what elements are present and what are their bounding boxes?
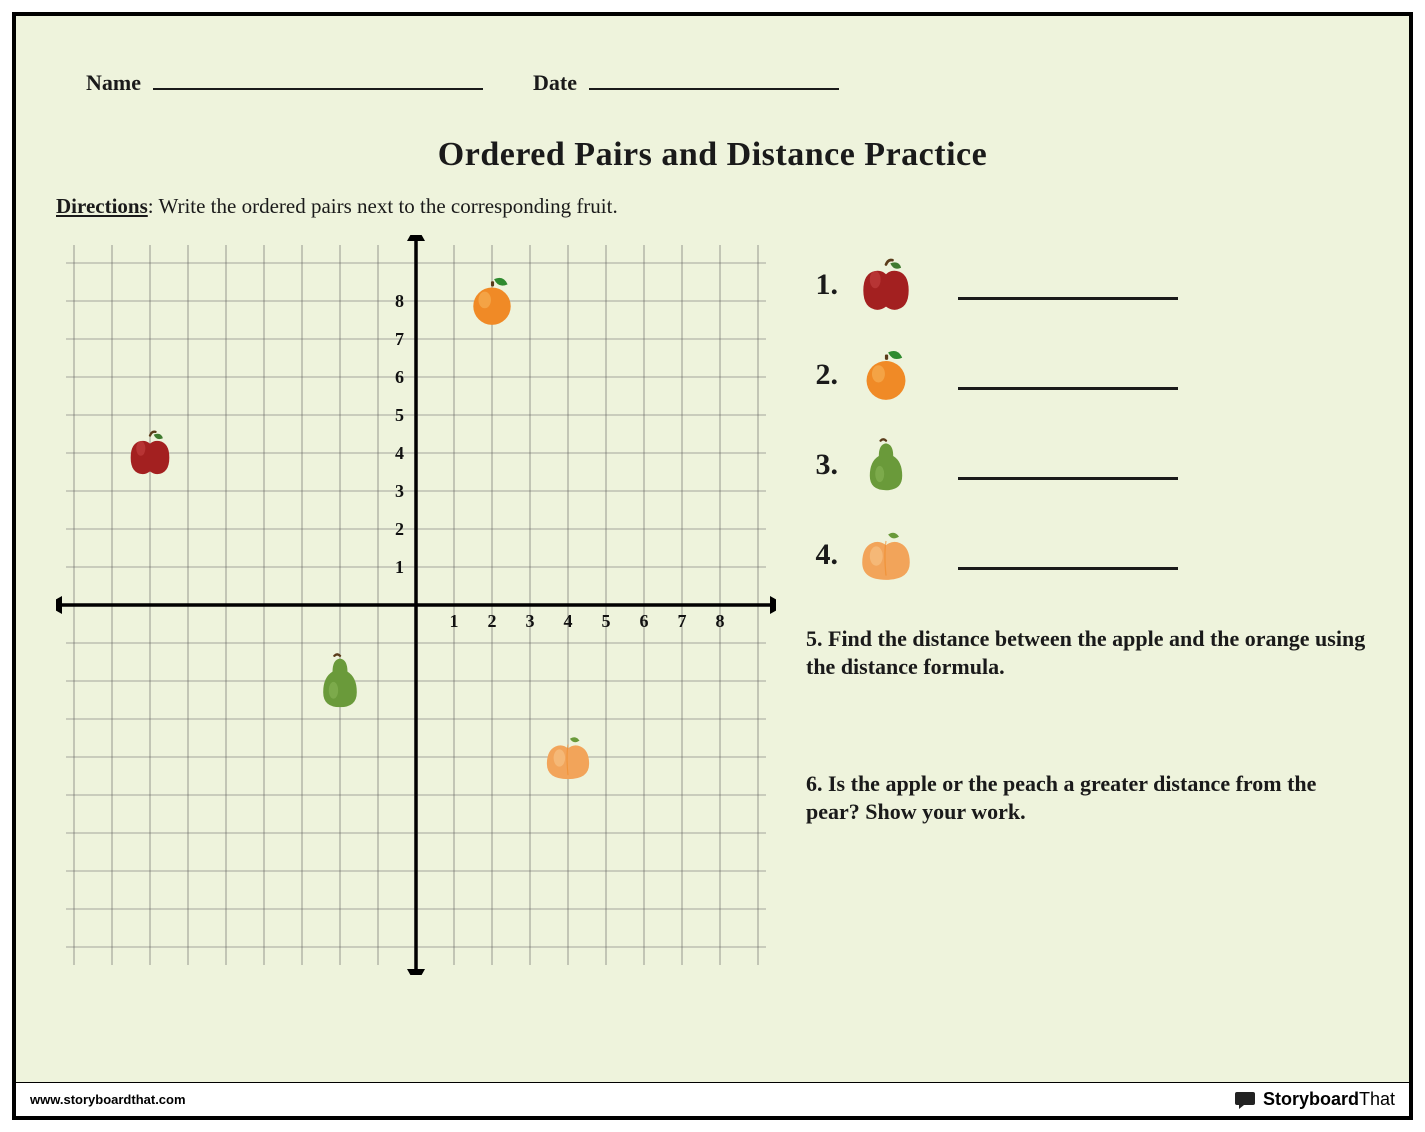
worksheet-frame: Name Date Ordered Pairs and Distance Pra… (12, 12, 1413, 1120)
grid-svg: 1 2 3 4 5 6 7 8 1 2 3 4 5 6 7 8 (56, 235, 776, 975)
footer: www.storyboardthat.com StoryboardThat (16, 1082, 1409, 1116)
answer-number: 1. (806, 268, 838, 302)
svg-text:1: 1 (450, 611, 459, 631)
directions-label: Directions (56, 194, 148, 218)
speech-bubble-icon (1235, 1090, 1257, 1110)
svg-text:2: 2 (395, 519, 404, 539)
orange-icon (466, 275, 518, 327)
pear-icon (312, 653, 368, 709)
svg-text:1: 1 (395, 557, 404, 577)
directions: Directions: Write the ordered pairs next… (16, 174, 1409, 219)
answer-number: 2. (806, 358, 838, 392)
apple-icon-slot (856, 255, 916, 315)
page-title: Ordered Pairs and Distance Practice (16, 136, 1409, 174)
peach-on-graph (544, 733, 592, 786)
answer-row-orange: 2. (806, 345, 1369, 405)
peach-icon-slot (856, 525, 916, 585)
answer-number: 4. (806, 538, 838, 572)
apple-icon (127, 430, 173, 476)
orange-on-graph (466, 275, 518, 332)
svg-text:7: 7 (678, 611, 687, 631)
date-label: Date (533, 70, 577, 96)
answer-number: 3. (806, 448, 838, 482)
answer-row-peach: 4. (806, 525, 1369, 585)
svg-text:7: 7 (395, 329, 404, 349)
svg-text:3: 3 (526, 611, 535, 631)
svg-text:6: 6 (640, 611, 649, 631)
pear-icon-slot (856, 435, 916, 495)
svg-text:4: 4 (564, 611, 573, 631)
svg-text:6: 6 (395, 367, 404, 387)
date-blank[interactable] (589, 66, 839, 90)
answer-blank[interactable] (958, 270, 1178, 300)
svg-text:5: 5 (602, 611, 611, 631)
answer-blank[interactable] (958, 540, 1178, 570)
answer-blank[interactable] (958, 450, 1178, 480)
question-6: 6. Is the apple or the peach a greater d… (806, 770, 1369, 825)
peach-icon (859, 528, 913, 582)
pear-on-graph (312, 653, 368, 714)
brand-bold: Storyboard (1263, 1089, 1359, 1109)
svg-text:8: 8 (716, 611, 725, 631)
pear-icon (859, 438, 913, 492)
question-5: 5. Find the distance between the apple a… (806, 625, 1369, 680)
apple-on-graph (127, 430, 173, 481)
orange-icon (859, 348, 913, 402)
header-row: Name Date (16, 16, 1409, 106)
answer-blank[interactable] (958, 360, 1178, 390)
svg-text:4: 4 (395, 443, 404, 463)
name-field: Name (86, 66, 483, 96)
answer-row-apple: 1. (806, 255, 1369, 315)
name-blank[interactable] (153, 66, 483, 90)
storyboard-logo: StoryboardThat (1235, 1089, 1395, 1110)
answer-list: 1. 2. 3. 4. (806, 255, 1369, 585)
name-label: Name (86, 70, 141, 96)
apple-icon (859, 258, 913, 312)
date-field: Date (533, 66, 839, 96)
svg-text:5: 5 (395, 405, 404, 425)
brand-thin: That (1359, 1089, 1395, 1109)
peach-icon (544, 733, 592, 781)
orange-icon-slot (856, 345, 916, 405)
svg-text:3: 3 (395, 481, 404, 501)
directions-text: : Write the ordered pairs next to the co… (148, 194, 618, 218)
svg-text:2: 2 (488, 611, 497, 631)
footer-url: www.storyboardthat.com (30, 1092, 186, 1107)
content-row: 1 2 3 4 5 6 7 8 1 2 3 4 5 6 7 8 1. 2. (16, 219, 1409, 975)
svg-text:8: 8 (395, 291, 404, 311)
answer-row-pear: 3. (806, 435, 1369, 495)
coordinate-graph: 1 2 3 4 5 6 7 8 1 2 3 4 5 6 7 8 (56, 235, 776, 975)
right-column: 1. 2. 3. 4. 5. Find the distance between… (806, 235, 1369, 975)
